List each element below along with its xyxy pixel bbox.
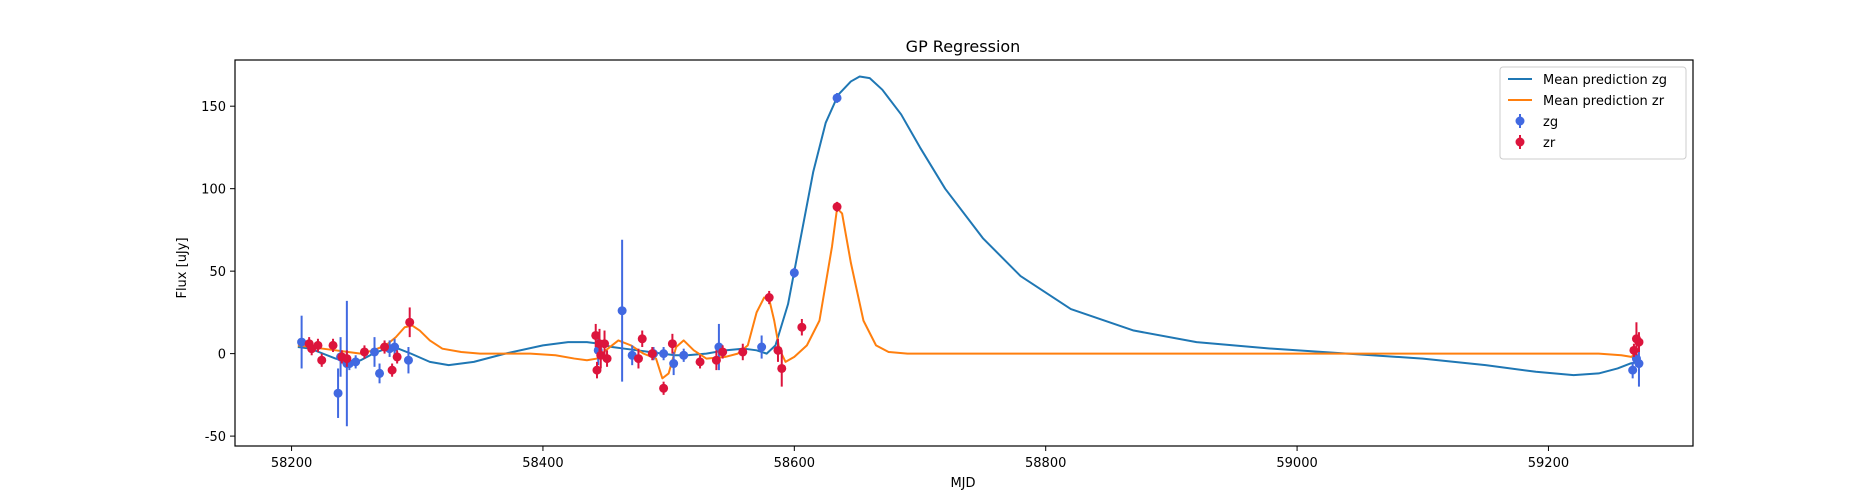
data-point-zg-15 xyxy=(659,349,669,359)
data-point-zg-19 xyxy=(757,342,767,352)
data-point-zr-23 xyxy=(695,357,705,367)
y-tick-label: 0 xyxy=(218,348,226,363)
data-layer xyxy=(297,75,1644,427)
data-point-zg-9 xyxy=(390,342,400,352)
x-tick-label: 58600 xyxy=(774,456,815,471)
data-point-zg-6 xyxy=(370,347,380,357)
data-point-zr-9 xyxy=(387,365,397,375)
data-point-zr-21 xyxy=(659,383,669,393)
data-point-zg-10 xyxy=(403,355,413,365)
x-tick-label: 59200 xyxy=(1528,456,1569,471)
y-tick-label: 100 xyxy=(201,183,226,198)
data-point-zr-26 xyxy=(738,347,748,357)
data-point-zr-11 xyxy=(405,317,415,327)
data-point-zg-20 xyxy=(789,268,799,278)
x-tick-label: 59000 xyxy=(1276,456,1317,471)
data-point-zr-25 xyxy=(718,347,728,357)
chart-title: GP Regression xyxy=(906,37,1021,56)
data-point-zg-21 xyxy=(832,93,842,103)
data-point-zr-10 xyxy=(392,352,402,362)
legend-label: Mean prediction zr xyxy=(1543,94,1665,109)
data-point-zg-5 xyxy=(351,357,361,367)
legend-label: Mean prediction zg xyxy=(1543,73,1667,88)
data-point-zr-34 xyxy=(1634,337,1644,347)
x-tick-label: 58800 xyxy=(1025,456,1066,471)
legend-swatch-marker xyxy=(1515,137,1525,147)
plot-frame xyxy=(234,59,1694,447)
data-point-zr-3 xyxy=(317,355,327,365)
data-point-zr-6 xyxy=(342,354,352,364)
plot-area: 58200 58400 58600 58800 59000 59200 -50 0 50 100 1… xyxy=(201,59,1694,471)
legend-label: zg xyxy=(1543,115,1558,130)
data-point-zr-22 xyxy=(667,339,677,349)
data-point-zg-22 xyxy=(1628,365,1638,375)
data-point-zr-19 xyxy=(637,334,647,344)
data-point-zr-30 xyxy=(797,322,807,332)
data-point-zr-16 xyxy=(600,339,610,349)
data-point-zr-8 xyxy=(380,342,390,352)
data-point-zg-1 xyxy=(333,388,343,398)
data-point-zr-18 xyxy=(633,354,643,364)
series-line-zr xyxy=(297,207,1640,380)
x-tick-label: 58200 xyxy=(271,456,312,471)
y-axis-title: Flux [uJy] xyxy=(175,237,190,298)
data-point-zg-24 xyxy=(1634,359,1644,369)
data-point-zr-27 xyxy=(764,293,774,303)
data-point-zr-24 xyxy=(711,355,721,365)
data-point-zr-32 xyxy=(1629,345,1639,355)
data-point-zr-28 xyxy=(773,345,783,355)
data-point-zg-17 xyxy=(679,350,689,360)
data-point-zr-2 xyxy=(313,340,323,350)
data-point-zg-16 xyxy=(669,359,679,369)
legend-swatch-marker xyxy=(1515,116,1525,126)
data-point-zr-31 xyxy=(832,202,842,212)
y-tick-label: 50 xyxy=(209,265,226,280)
data-point-zg-0 xyxy=(297,337,307,347)
data-point-zg-12 xyxy=(617,306,627,316)
x-axis-title: MJD xyxy=(950,476,975,491)
legend: Mean prediction zg Mean prediction zr zg zr xyxy=(1499,66,1687,160)
y-tick-label: 150 xyxy=(201,100,226,115)
y-tick-label: -50 xyxy=(205,430,226,445)
data-point-zr-13 xyxy=(592,365,602,375)
data-point-zr-7 xyxy=(359,347,369,357)
data-point-zr-12 xyxy=(591,330,601,340)
x-tick-label: 58400 xyxy=(522,456,563,471)
data-point-zg-7 xyxy=(375,368,385,378)
legend-label: zr xyxy=(1543,136,1556,151)
data-point-zr-17 xyxy=(602,354,612,364)
data-point-zr-20 xyxy=(647,349,657,359)
legend-box xyxy=(1499,66,1687,160)
data-point-zr-4 xyxy=(328,340,338,350)
data-point-zr-29 xyxy=(777,363,787,373)
